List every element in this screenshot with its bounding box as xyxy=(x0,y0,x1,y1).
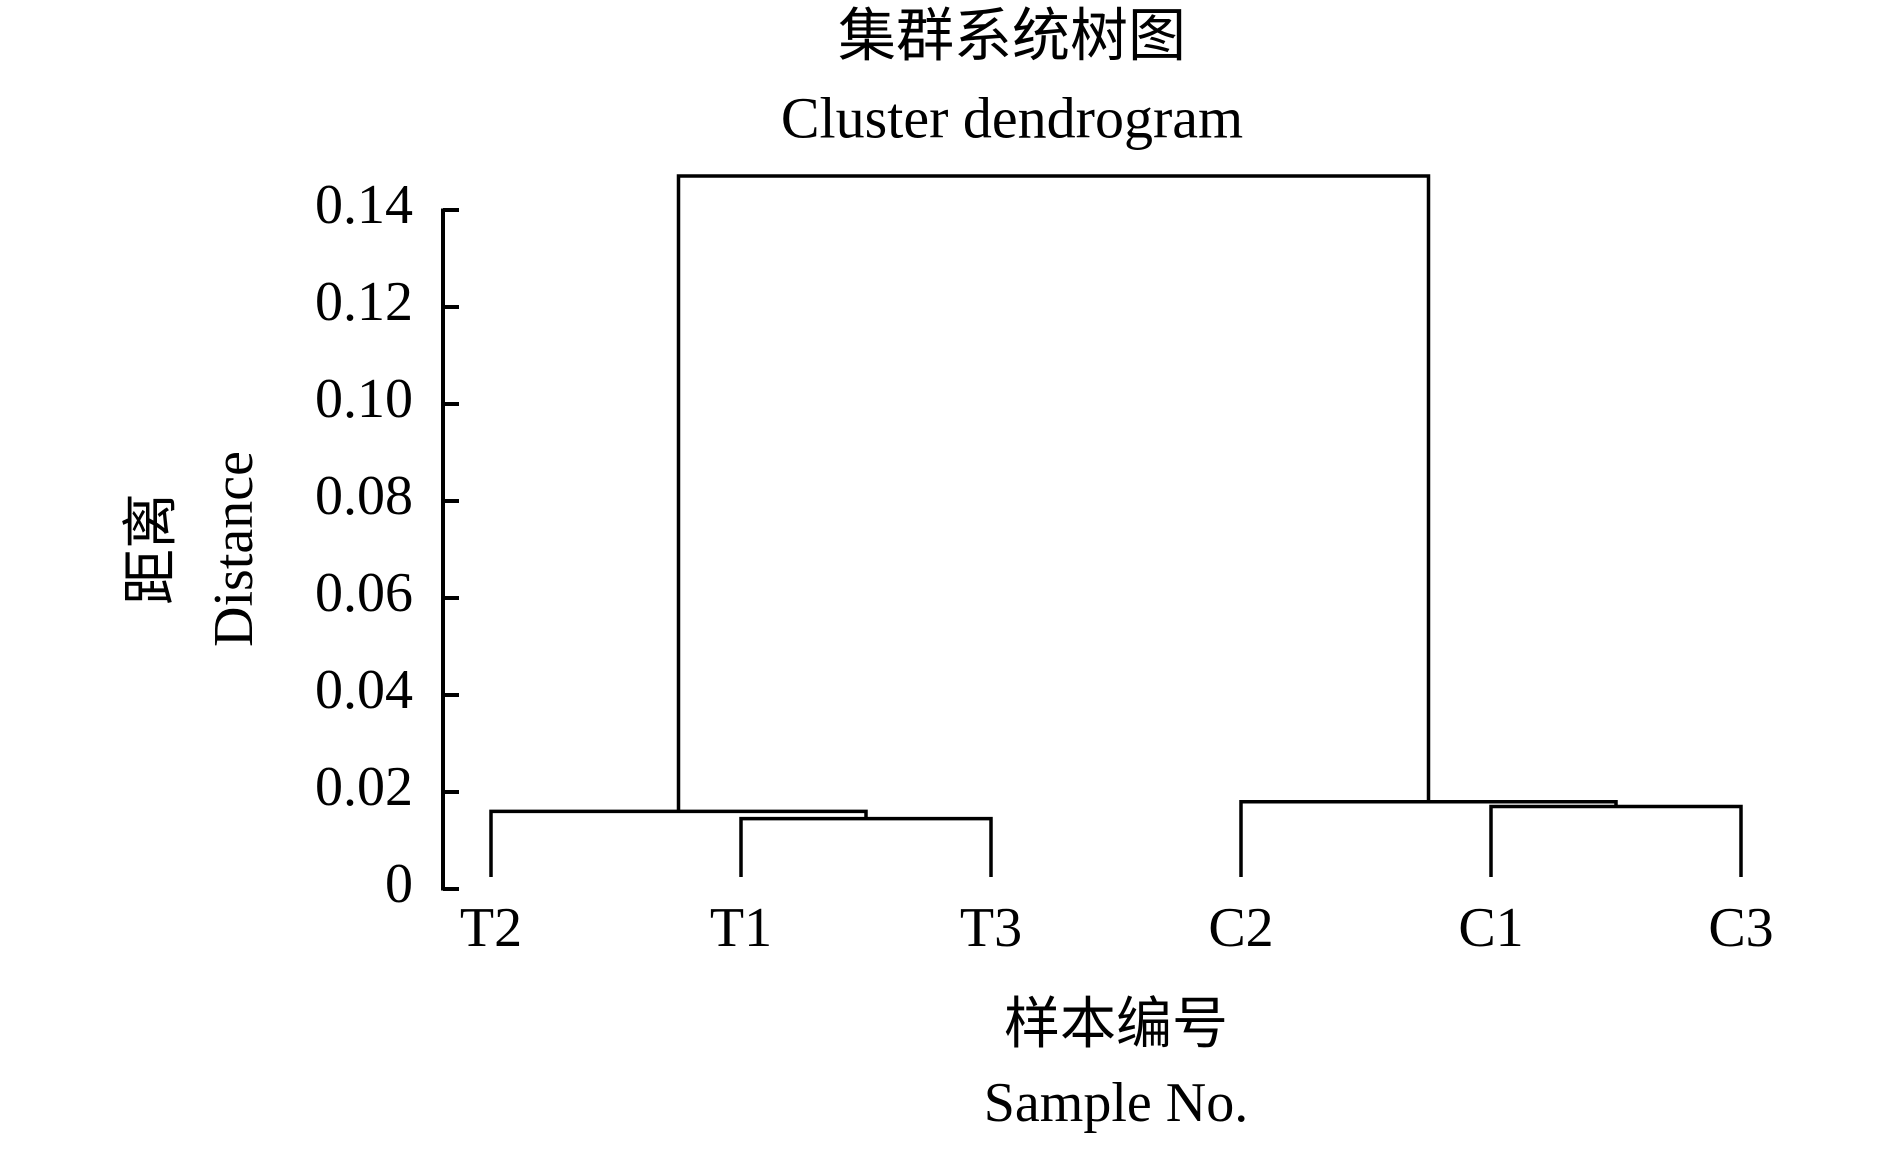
y-tick-label: 0.06 xyxy=(315,562,413,624)
y-axis-title-en: Distance xyxy=(203,451,265,647)
y-tick-label: 0.04 xyxy=(315,659,413,721)
y-tick-label: 0.10 xyxy=(315,368,413,430)
x-axis-title-en: Sample No. xyxy=(984,1072,1248,1134)
y-tick-label: 0.08 xyxy=(315,465,413,527)
y-tick-label: 0.14 xyxy=(315,174,413,236)
chart-title: 集群系统树图 xyxy=(838,3,1186,68)
x-tick-label: T1 xyxy=(710,897,772,959)
y-tick-label: 0.12 xyxy=(315,271,413,333)
x-tick-label: T3 xyxy=(960,897,1022,959)
dendrogram-link xyxy=(676,174,1431,812)
dendrogram-link xyxy=(1489,804,1743,877)
y-axis-title: 距离 xyxy=(121,493,183,605)
chart-subtitle: Cluster dendrogram xyxy=(781,85,1243,150)
dendrogram-link xyxy=(489,809,868,877)
x-tick-label: C2 xyxy=(1208,897,1273,959)
x-axis-title: 样本编号 xyxy=(1004,994,1228,1056)
y-tick-label: 0 xyxy=(385,853,413,915)
dendrogram-link xyxy=(739,816,993,877)
x-tick-label: T2 xyxy=(460,897,522,959)
x-tick-label: C1 xyxy=(1458,897,1523,959)
x-tick-label: C3 xyxy=(1708,897,1773,959)
dendrogram-link xyxy=(1239,799,1618,877)
y-tick-label: 0.02 xyxy=(315,756,413,818)
